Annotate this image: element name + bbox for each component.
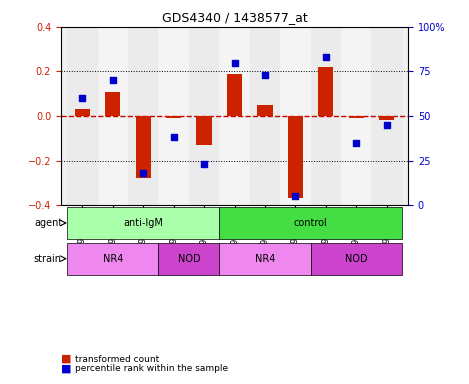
Text: NOD: NOD [178, 254, 200, 264]
Bar [250, 27, 280, 205]
Text: transformed count: transformed count [75, 354, 159, 364]
Bar [67, 27, 98, 205]
Title: GDS4340 / 1438577_at: GDS4340 / 1438577_at [162, 11, 307, 24]
Bar [318, 67, 333, 116]
Bar [105, 91, 121, 116]
Point [200, 161, 208, 167]
Text: percentile rank within the sample: percentile rank within the sample [75, 364, 228, 373]
Point [353, 140, 360, 146]
Text: anti-IgM: anti-IgM [123, 218, 163, 228]
Bar [379, 116, 394, 121]
Bar [348, 116, 364, 118]
Text: ■: ■ [61, 364, 71, 374]
Point [231, 60, 238, 66]
Text: NR4: NR4 [103, 254, 123, 264]
Point [383, 122, 391, 128]
Text: ■: ■ [61, 354, 71, 364]
Text: strain: strain [33, 254, 61, 264]
Point [292, 193, 299, 199]
Point [78, 95, 86, 101]
Bar [128, 27, 159, 205]
Text: control: control [294, 218, 327, 228]
Text: NR4: NR4 [255, 254, 275, 264]
Point [261, 72, 269, 78]
Point [139, 170, 147, 176]
FancyBboxPatch shape [67, 207, 219, 239]
FancyBboxPatch shape [310, 243, 402, 275]
Bar [166, 116, 181, 118]
Bar [310, 27, 341, 205]
FancyBboxPatch shape [67, 243, 159, 275]
Text: agent: agent [34, 218, 62, 228]
Bar [159, 27, 189, 205]
Bar [341, 27, 371, 205]
Point [109, 77, 116, 83]
Point [322, 54, 330, 60]
Bar [257, 105, 272, 116]
Bar [189, 27, 219, 205]
FancyBboxPatch shape [159, 243, 219, 275]
Bar [136, 116, 151, 179]
Bar [98, 27, 128, 205]
Bar [219, 27, 250, 205]
Text: NOD: NOD [345, 254, 368, 264]
Bar [197, 116, 212, 145]
Bar [280, 27, 310, 205]
FancyBboxPatch shape [219, 207, 402, 239]
Point [170, 134, 177, 141]
Bar [288, 116, 303, 199]
Bar [227, 74, 242, 116]
Bar [75, 109, 90, 116]
FancyBboxPatch shape [219, 243, 310, 275]
Bar [371, 27, 402, 205]
